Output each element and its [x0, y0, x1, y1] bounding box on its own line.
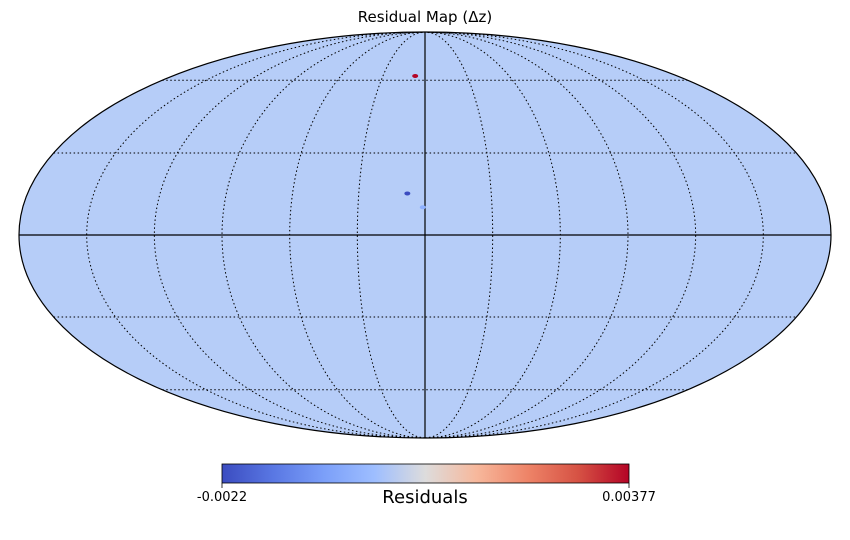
colorbar-gradient: [221, 463, 630, 484]
residual-pixel: [419, 205, 426, 210]
meridian-line: [424, 32, 494, 438]
colorbar: -0.0022 0.00377 Residuals: [197, 463, 656, 508]
map-outline: [18, 31, 832, 439]
mollweide-map: [18, 31, 832, 439]
meridian-line: [424, 32, 561, 438]
meridian-line: [289, 32, 426, 438]
residual-pixel: [404, 191, 411, 196]
colorbar-title: Residuals: [382, 487, 467, 508]
chart-title: Residual Map (Δz): [358, 8, 492, 26]
meridian-line: [153, 32, 426, 438]
highlighted-pixels: [404, 73, 426, 210]
meridian-line: [86, 32, 426, 438]
meridian-line: [356, 32, 426, 438]
meridian-line: [424, 32, 697, 438]
graticule: [19, 32, 831, 438]
meridian-line: [424, 32, 764, 438]
colorbar-max-label: 0.00377: [602, 490, 656, 505]
colorbar-min-label: -0.0022: [197, 490, 247, 505]
residual-pixel: [412, 73, 419, 78]
